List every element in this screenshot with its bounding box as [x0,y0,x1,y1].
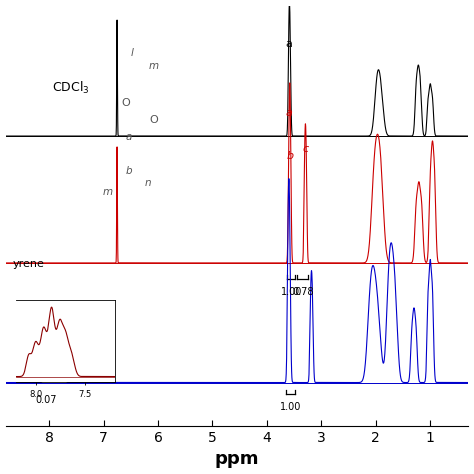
Text: b: b [126,166,133,176]
Text: O: O [121,99,130,109]
Text: c: c [302,144,308,154]
Text: 1.00: 1.00 [281,287,302,297]
Text: CDCl$_3$: CDCl$_3$ [52,80,90,96]
Text: 1.00: 1.00 [280,402,301,412]
Text: a: a [286,39,293,49]
Text: O: O [149,115,158,125]
Text: n: n [145,178,151,188]
Text: 0.07: 0.07 [36,395,57,405]
Text: 0.78: 0.78 [292,287,314,297]
Text: l: l [130,48,133,58]
Text: a: a [285,108,292,118]
Text: m: m [103,187,113,197]
Text: m: m [149,61,159,71]
X-axis label: ppm: ppm [215,450,259,468]
Text: a: a [126,132,132,142]
Text: yrene: yrene [12,259,45,269]
Text: b: b [286,151,293,162]
